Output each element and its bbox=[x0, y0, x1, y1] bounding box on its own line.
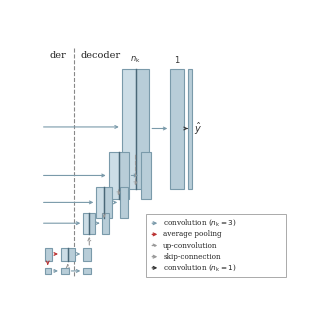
Bar bbox=[61, 268, 68, 274]
Bar bbox=[120, 187, 128, 218]
Text: convolution ($n_{\mathrm{k}} = 1$): convolution ($n_{\mathrm{k}} = 1$) bbox=[163, 263, 237, 273]
Bar bbox=[83, 248, 91, 261]
Text: up-convolution: up-convolution bbox=[163, 242, 218, 250]
Bar bbox=[102, 213, 108, 234]
Bar bbox=[68, 248, 75, 261]
Bar bbox=[45, 268, 51, 274]
Bar bbox=[45, 248, 52, 261]
Text: average pooling: average pooling bbox=[163, 230, 222, 238]
Bar bbox=[170, 69, 184, 188]
Bar bbox=[104, 187, 112, 218]
Bar bbox=[146, 214, 286, 277]
Bar bbox=[61, 248, 68, 261]
Bar bbox=[135, 69, 149, 188]
Bar bbox=[122, 69, 135, 188]
Bar bbox=[96, 187, 104, 218]
Bar bbox=[108, 152, 119, 198]
Text: $\hat{y}$: $\hat{y}$ bbox=[194, 120, 202, 137]
Bar bbox=[89, 213, 95, 234]
Bar bbox=[83, 268, 91, 274]
Text: 1: 1 bbox=[174, 56, 180, 65]
Bar bbox=[119, 152, 129, 198]
Bar bbox=[188, 69, 192, 188]
Text: convolution ($n_{\mathrm{k}} = 3$): convolution ($n_{\mathrm{k}} = 3$) bbox=[163, 218, 237, 228]
Text: $n_{\mathrm{k}}$: $n_{\mathrm{k}}$ bbox=[130, 54, 141, 65]
Text: skip-connection: skip-connection bbox=[163, 253, 221, 261]
Bar bbox=[83, 213, 89, 234]
Bar bbox=[141, 152, 151, 198]
Text: der: der bbox=[49, 51, 66, 60]
Text: decoder: decoder bbox=[80, 51, 120, 60]
